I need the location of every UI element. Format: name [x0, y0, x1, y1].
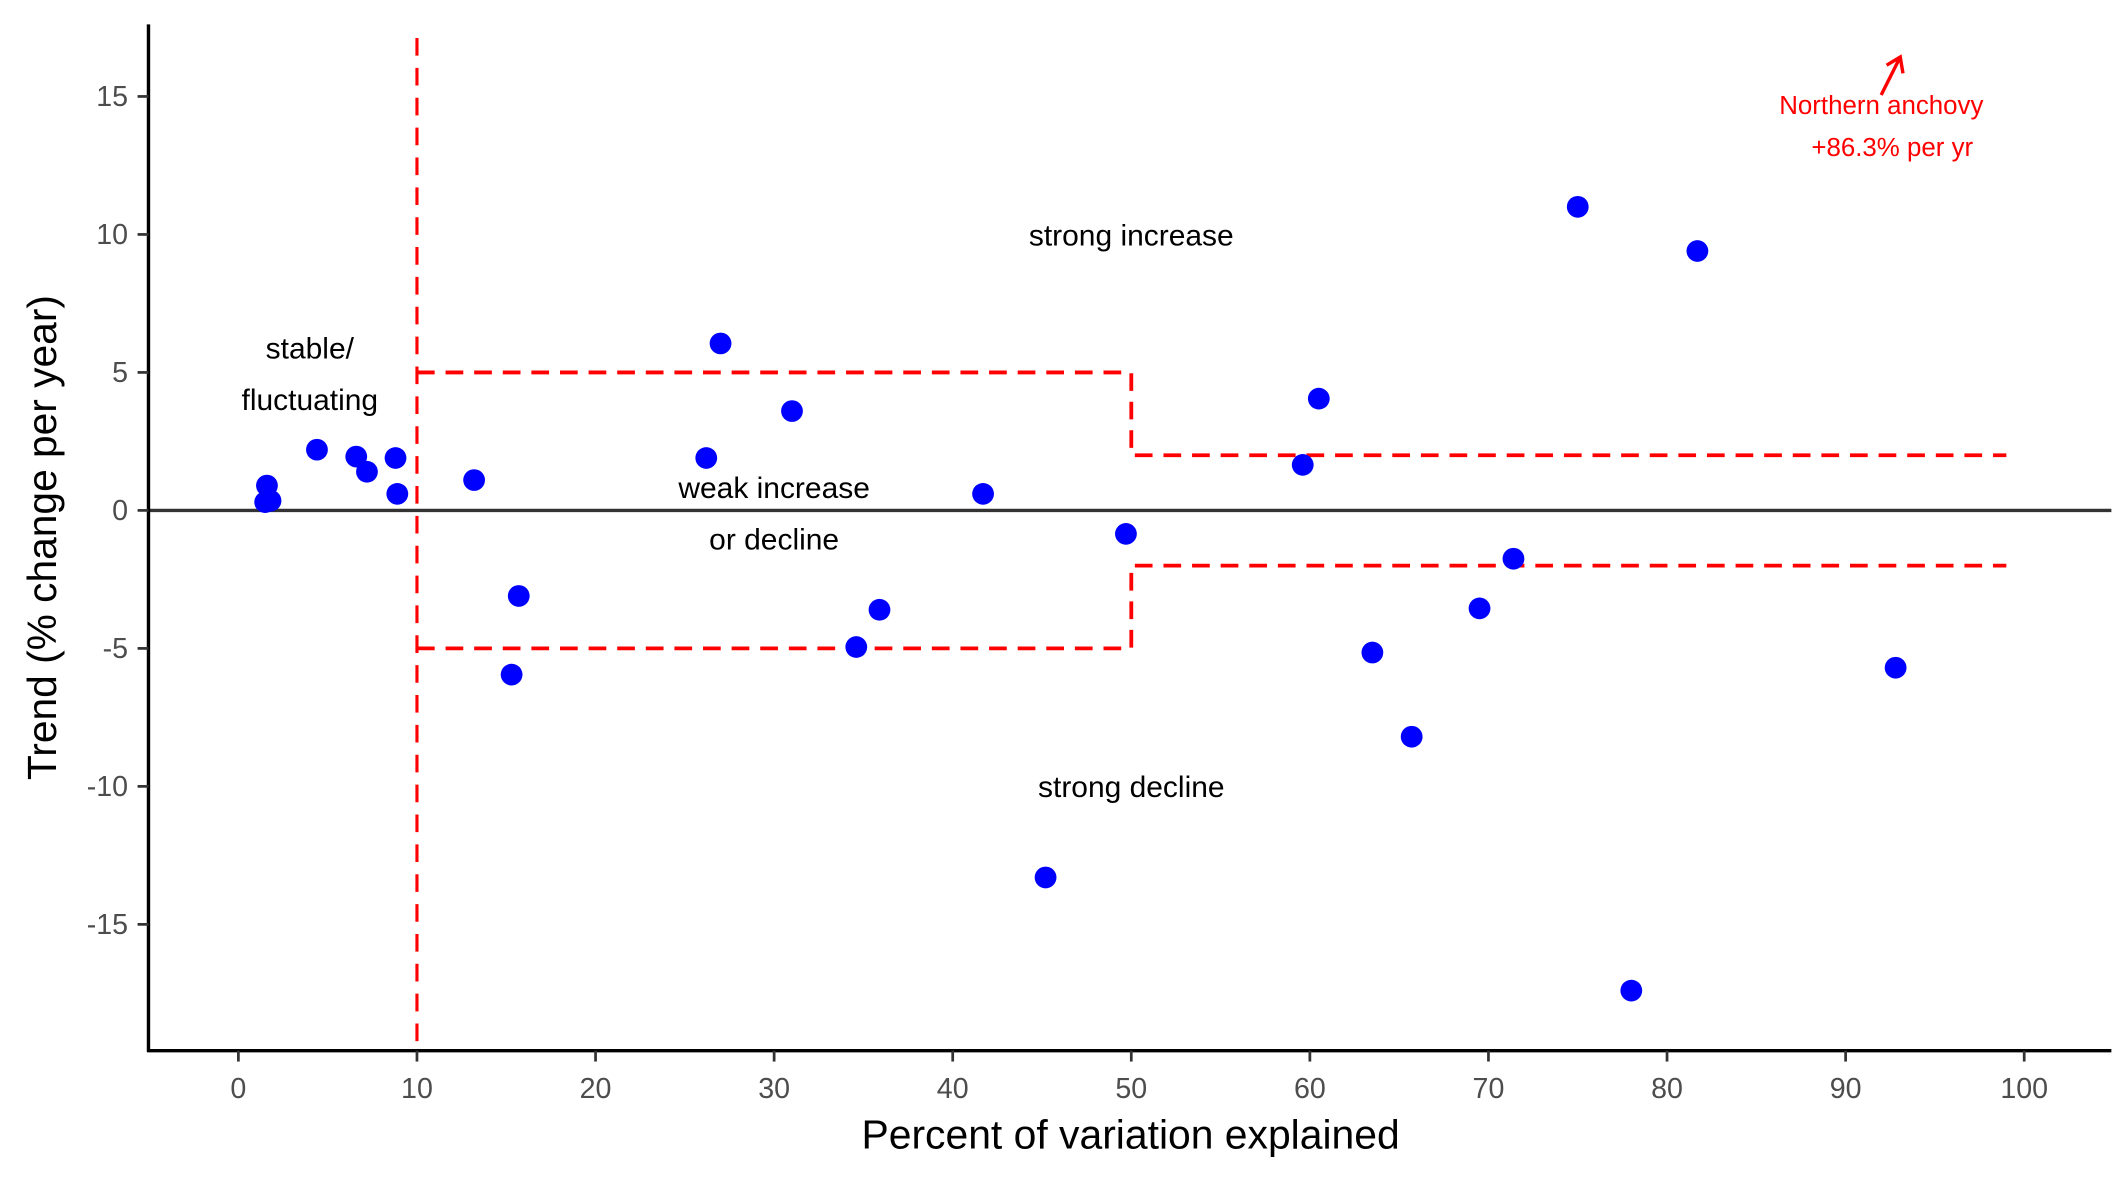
x-tick-label: 60 [1294, 1073, 1326, 1105]
data-point [1686, 240, 1709, 262]
y-tick-label: -15 [87, 909, 128, 941]
y-tick-label: -10 [87, 771, 128, 803]
region-label: or decline [709, 523, 839, 556]
region-label: fluctuating [242, 384, 379, 417]
x-tick-label: 10 [401, 1073, 433, 1105]
region-label: strong increase [1029, 219, 1234, 252]
data-point [1884, 656, 1907, 679]
x-tick-label: 80 [1651, 1073, 1683, 1105]
y-tick-label: 0 [112, 495, 128, 527]
region-label: strong decline [1038, 771, 1225, 804]
threshold-lower-line [416, 563, 2007, 651]
data-point [507, 585, 530, 607]
x-tick-label: 50 [1115, 1073, 1147, 1105]
x-tick-label: 20 [580, 1073, 612, 1105]
data-point [709, 332, 732, 355]
region-label: weak increase [677, 472, 870, 505]
y-tick-label: 15 [96, 81, 128, 113]
y-tick-label: 5 [112, 357, 128, 389]
data-point [386, 482, 409, 505]
data-point [1620, 979, 1643, 1002]
x-tick-label: 90 [1830, 1073, 1862, 1105]
y-tick-label: 10 [96, 219, 128, 251]
data-point [781, 400, 803, 422]
region-label: stable/ [266, 332, 355, 365]
x-axis-title: Percent of variation explained [861, 1111, 1399, 1157]
data-point [1034, 866, 1057, 889]
axis-ticks: 0 10 20 30 40 50 60 70 80 90 100 -15 -10 -5 0 5 10 15 [87, 81, 2048, 1105]
data-point [868, 598, 891, 621]
x-tick-label: 30 [758, 1073, 790, 1105]
x-tick-label: 100 [2000, 1073, 2048, 1105]
y-axis-title: Trend (% change per year) [19, 295, 65, 780]
data-point [1361, 641, 1384, 664]
data-point [1468, 597, 1491, 620]
data-point [1566, 195, 1589, 218]
arrow-up-icon [1879, 54, 1905, 96]
threshold-lines [415, 38, 2007, 1051]
data-point [1400, 725, 1423, 748]
x-tick-label: 40 [937, 1073, 969, 1105]
data-point [695, 447, 718, 469]
x-tick-label: 70 [1473, 1073, 1505, 1105]
data-point [500, 663, 523, 686]
data-point [1307, 387, 1330, 410]
x-tick-label: 0 [230, 1073, 246, 1105]
offscale-note: Northern anchovy [1779, 92, 1983, 120]
threshold-upper-line [416, 370, 2007, 458]
data-point [1115, 523, 1137, 545]
data-point [463, 469, 486, 491]
y-tick-label: -5 [103, 633, 128, 665]
data-point [1502, 547, 1525, 570]
data-point [259, 489, 282, 512]
data-point [1291, 454, 1314, 476]
data-point [384, 447, 407, 469]
data-point [345, 445, 368, 468]
offscale-note: +86.3% per yr [1811, 134, 1973, 162]
data-point [972, 482, 994, 505]
data-point [356, 460, 378, 483]
data-points [254, 195, 1907, 1002]
data-point [845, 636, 868, 658]
region-annotations: stable/fluctuating weak increase or declin… [242, 54, 1984, 804]
data-point [306, 438, 328, 461]
